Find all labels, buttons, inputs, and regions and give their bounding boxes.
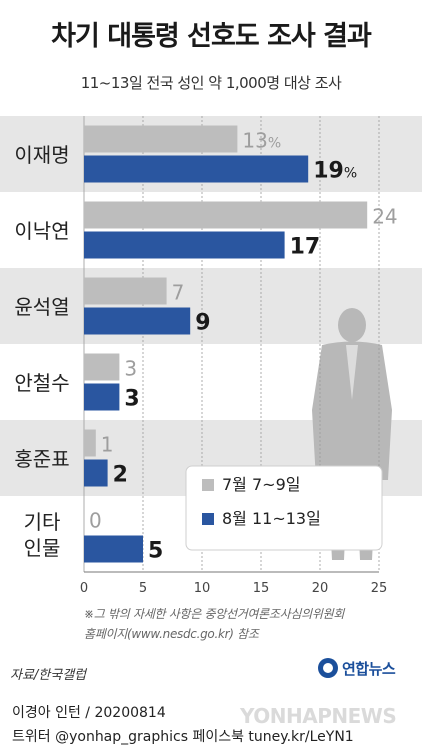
author-credit: 이경아 인턴 / 20200814 <box>12 705 166 721</box>
bar-july <box>84 429 96 457</box>
legend-box <box>185 465 383 551</box>
x-tick-label: 5 <box>139 581 147 596</box>
category-label: 이낙연 <box>14 219 69 243</box>
watermark: YONHAPNEWS <box>240 704 397 728</box>
category-label: 윤석열 <box>14 295 69 319</box>
x-tick-label: 0 <box>80 581 88 596</box>
bar-july <box>84 277 167 305</box>
bar-august <box>84 155 309 183</box>
footnote: ※그 밖의 자세한 사항은 중앙선거여론조사심의위원회 홈페이지(www.nes… <box>84 604 404 644</box>
bar-august <box>84 383 120 411</box>
bar-august <box>84 307 191 335</box>
bar-august <box>84 459 108 487</box>
value-label-july: 1 <box>101 433 114 457</box>
category-label: 이재명 <box>14 143 69 167</box>
chart-title: 차기 대통령 선호도 조사 결과 <box>51 21 372 52</box>
x-tick-label: 25 <box>371 581 388 596</box>
value-number: 13 <box>242 129 267 153</box>
chart-subtitle: 11~13일 전국 성인 약 1,000명 대상 조사 <box>80 74 342 92</box>
value-label-august: 5 <box>148 539 163 564</box>
bar-july <box>84 353 120 381</box>
category-label: 안철수 <box>14 371 69 395</box>
value-number: 19 <box>313 159 344 184</box>
source-label: 자료/한국갤럽 <box>10 668 87 683</box>
value-percent: % <box>268 136 281 152</box>
bar-july <box>84 201 368 229</box>
legend-swatch <box>202 479 214 491</box>
silhouette-tie <box>346 345 358 400</box>
category-label: 인물 <box>24 536 61 560</box>
category-label: 홍준표 <box>14 447 69 471</box>
yonhap-logo-text: 연합뉴스 <box>342 659 396 678</box>
value-percent: % <box>344 166 357 182</box>
x-tick-label: 10 <box>194 581 211 596</box>
x-tick-label: 15 <box>253 581 270 596</box>
value-label-july: 7 <box>172 281 185 305</box>
value-label-july: 0 <box>89 509 102 533</box>
value-label-august: 2 <box>113 463 128 488</box>
footnote-line-2: 홈페이지(www.nesdc.go.kr) 참조 <box>84 627 259 641</box>
footnote-line-1: ※그 밖의 자세한 사항은 중앙선거여론조사심의위원회 <box>84 607 345 621</box>
silhouette-head <box>338 308 366 342</box>
x-tick-label: 20 <box>312 581 329 596</box>
yonhap-logo-icon <box>318 658 338 678</box>
value-label-august: 19% <box>313 159 357 184</box>
legend-swatch <box>202 513 214 525</box>
value-label-august: 17 <box>290 235 321 260</box>
bar-august <box>84 231 285 259</box>
category-label: 기타 <box>24 510 61 534</box>
bar-august <box>84 535 143 563</box>
value-label-july: 3 <box>124 357 137 381</box>
bar-july <box>84 125 238 153</box>
value-label-august: 3 <box>124 387 139 412</box>
legend-label: 7월 7~9일 <box>222 475 300 494</box>
value-label-august: 9 <box>195 311 210 336</box>
legend-label: 8월 11~13일 <box>222 509 321 528</box>
value-label-july: 13% <box>242 129 281 153</box>
social-credit: 트위터 @yonhap_graphics 페이스북 tuney.kr/LeYN1 <box>12 729 354 745</box>
yonhap-logo: 연합뉴스 <box>318 655 396 681</box>
value-label-july: 24 <box>372 205 397 229</box>
